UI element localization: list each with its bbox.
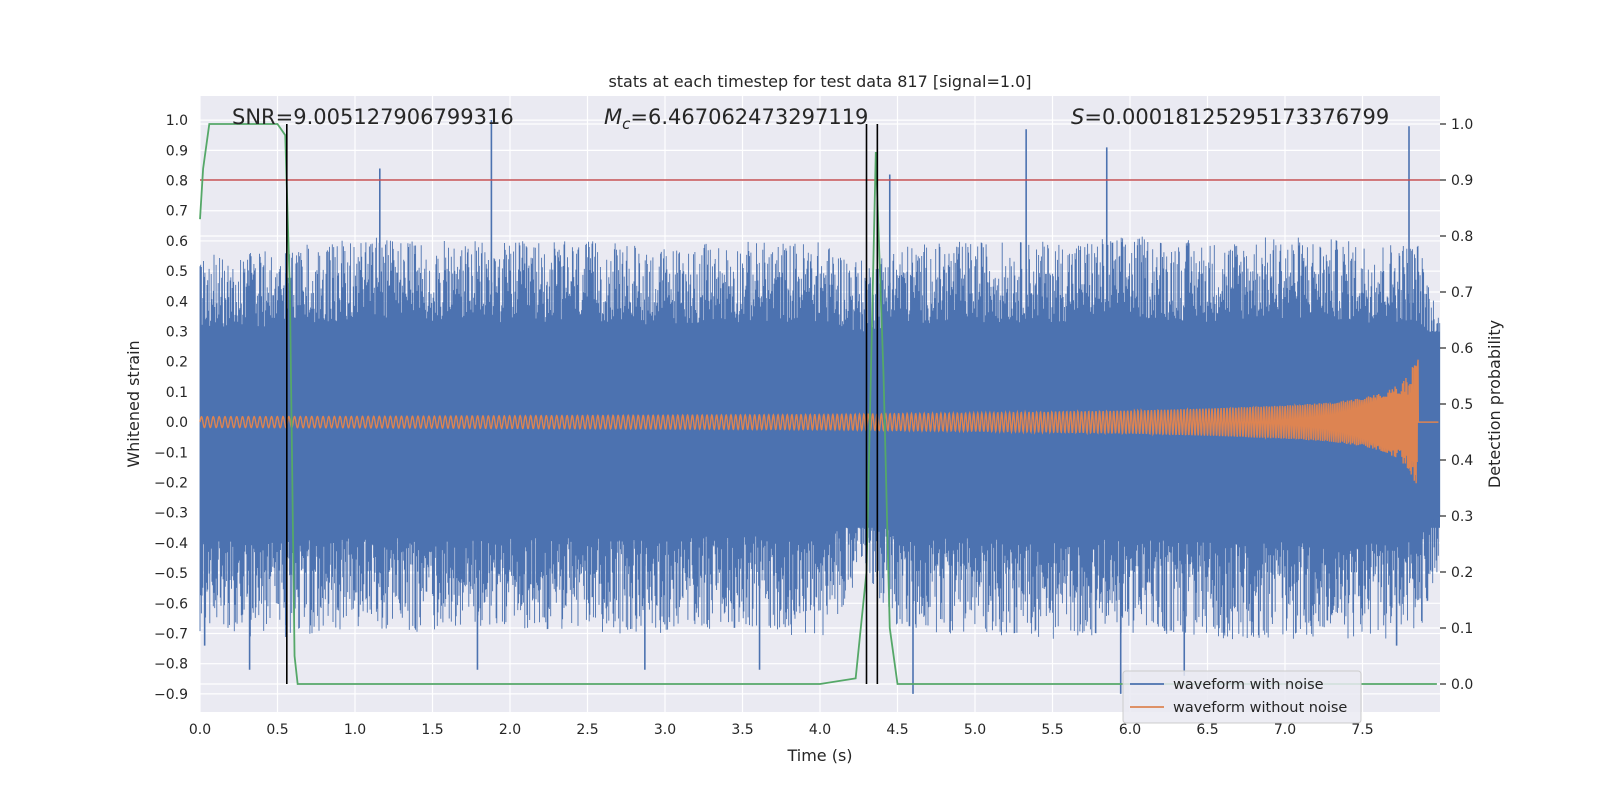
legend-label-clean: waveform without noise <box>1173 700 1347 716</box>
s-symbol: S <box>1071 105 1084 129</box>
y-tick-label: 0.6 <box>166 234 188 250</box>
chirp-mass-annotation: Mc=6.467062473297119 <box>604 105 868 133</box>
x-tick-label: 6.5 <box>1196 722 1218 738</box>
y-tick-label: −0.7 <box>154 626 188 642</box>
y-tick-label: 0.7 <box>166 204 188 220</box>
x-tick-label: 4.5 <box>886 722 908 738</box>
x-tick-label: 7.0 <box>1274 722 1296 738</box>
y-tick-label: −0.6 <box>154 596 188 612</box>
y-tick-label: 0.3 <box>166 325 188 341</box>
y2-tick-label: 0.1 <box>1451 621 1473 637</box>
y-tick-label: 1.0 <box>166 113 188 129</box>
x-tick-label: 2.0 <box>499 722 521 738</box>
plot-area <box>199 120 1441 694</box>
y-axis-title: Whitened strain <box>124 340 143 467</box>
x-tick-label: 0.5 <box>266 722 288 738</box>
chirp-mass-symbol: M <box>604 105 622 129</box>
y2-tick-label: 0.0 <box>1451 677 1473 693</box>
y-tick-label: 0.5 <box>166 264 188 280</box>
chart-title: stats at each timestep for test data 817… <box>608 72 1031 91</box>
legend-box <box>1122 670 1362 724</box>
x-tick-label: 7.5 <box>1351 722 1373 738</box>
y-tick-label: −0.4 <box>154 536 188 552</box>
y-tick-label: 0.4 <box>166 294 188 310</box>
right-axis: 1.0 0.9 0.8 0.7 0.6 0.5 0.4 0.3 0.2 0.1 0.0 <box>1440 117 1473 693</box>
s-annotation: S=0.00018125295173376799 <box>1071 105 1389 129</box>
y-tick-label: 0.2 <box>166 355 188 371</box>
y2-tick-label: 0.5 <box>1451 397 1473 413</box>
x-tick-label: 2.5 <box>576 722 598 738</box>
s-value: =0.00018125295173376799 <box>1084 105 1389 129</box>
bottom-axis: 0.0 0.5 1.0 1.5 2.0 2.5 3.0 3.5 4.0 4.5 5.0 5.5 6.0 6… <box>189 722 1374 738</box>
y2-tick-label: 0.8 <box>1451 229 1473 245</box>
snr-annotation: SNR=9.005127906799316 <box>232 105 514 129</box>
x-tick-label: 5.5 <box>1041 722 1063 738</box>
y2-tick-label: 0.9 <box>1451 173 1473 189</box>
y-tick-label: 0.9 <box>166 143 188 159</box>
y-tick-label: 0.0 <box>166 415 188 431</box>
y2-tick-label: 0.3 <box>1451 509 1473 525</box>
x-tick-label: 3.0 <box>654 722 676 738</box>
chirp-mass-subscript: c <box>622 115 631 133</box>
detection-probability-line <box>199 123 1437 685</box>
x-tick-label: 5.0 <box>964 722 986 738</box>
y-tick-label: −0.3 <box>154 506 188 522</box>
probability-layer <box>199 123 1440 685</box>
y-tick-label: −0.9 <box>154 687 188 703</box>
x-axis-title: Time (s) <box>786 746 852 765</box>
y-tick-label: −0.8 <box>154 657 188 673</box>
y2-tick-label: 0.7 <box>1451 285 1473 301</box>
clean-waveform-line <box>199 359 1439 484</box>
y-tick-label: −0.1 <box>154 445 188 461</box>
y-tick-label: −0.2 <box>154 476 188 492</box>
chirp-mass-value: =6.467062473297119 <box>630 105 868 129</box>
x-tick-label: 4.0 <box>809 722 831 738</box>
x-tick-label: 6.0 <box>1119 722 1141 738</box>
y-tick-label: −0.5 <box>154 566 188 582</box>
y2-tick-label: 1.0 <box>1451 117 1473 133</box>
y2-tick-label: 0.4 <box>1451 453 1473 469</box>
y-tick-label: 0.1 <box>166 385 188 401</box>
y2-tick-label: 0.2 <box>1451 565 1473 581</box>
legend-label-noise: waveform with noise <box>1173 677 1324 693</box>
y2-axis-title: Detection probability <box>1485 320 1504 488</box>
x-tick-label: 1.5 <box>421 722 443 738</box>
legend: waveform with noise waveform without noi… <box>1122 670 1362 724</box>
left-axis: 1.0 0.9 0.8 0.7 0.6 0.5 0.4 0.3 0.2 0.1 0.0 −0.1 −0.… <box>154 113 188 703</box>
y-tick-label: 0.8 <box>166 174 188 190</box>
x-tick-label: 1.0 <box>344 722 366 738</box>
y2-tick-label: 0.6 <box>1451 341 1473 357</box>
vertical-markers <box>285 124 879 684</box>
x-tick-label: 0.0 <box>189 722 211 738</box>
x-tick-label: 3.5 <box>731 722 753 738</box>
